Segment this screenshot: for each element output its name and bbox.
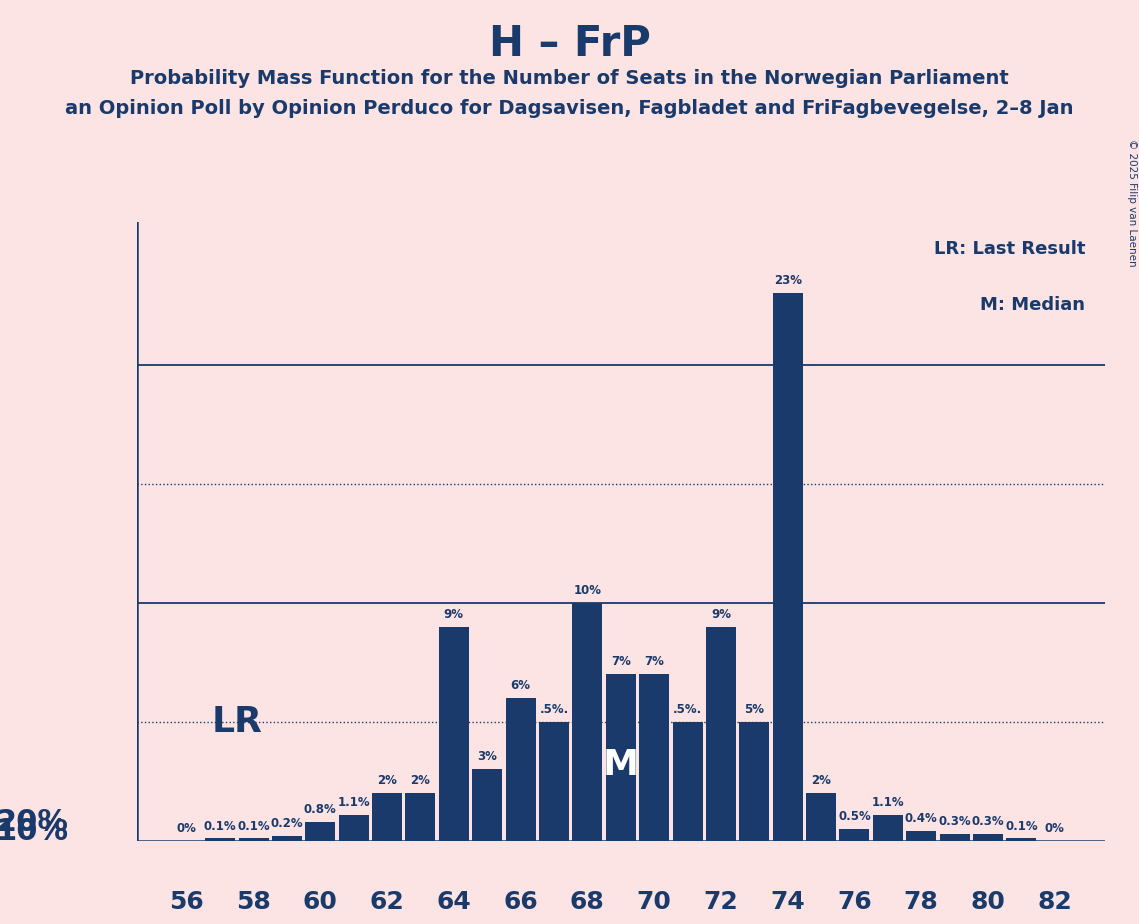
Bar — [940, 833, 969, 841]
Bar — [839, 829, 869, 841]
Text: an Opinion Poll by Opinion Perduco for Dagsavisen, Fagbladet and FriFagbevegelse: an Opinion Poll by Opinion Perduco for D… — [65, 99, 1074, 118]
Bar — [272, 836, 302, 841]
Text: 0%: 0% — [1044, 821, 1065, 835]
Bar — [806, 793, 836, 841]
Text: 56: 56 — [170, 891, 204, 915]
Bar — [639, 675, 669, 841]
Text: 0.1%: 0.1% — [237, 820, 270, 833]
Bar — [973, 833, 1003, 841]
Text: 1.1%: 1.1% — [871, 796, 904, 808]
Text: © 2025 Filip van Laenen: © 2025 Filip van Laenen — [1126, 139, 1137, 266]
Text: 0%: 0% — [177, 821, 197, 835]
Bar — [473, 770, 502, 841]
Text: 2%: 2% — [811, 774, 831, 787]
Text: 3%: 3% — [477, 750, 497, 763]
Text: 0.1%: 0.1% — [1005, 820, 1038, 833]
Text: 9%: 9% — [444, 608, 464, 621]
Bar — [372, 793, 402, 841]
Text: 10%: 10% — [573, 584, 601, 597]
Text: 1.1%: 1.1% — [337, 796, 370, 808]
Bar — [1007, 838, 1036, 841]
Bar — [539, 722, 570, 841]
Bar — [872, 815, 903, 841]
Text: 0.3%: 0.3% — [939, 815, 970, 828]
Bar — [238, 838, 269, 841]
Text: M: Median: M: Median — [981, 296, 1085, 314]
Text: 7%: 7% — [645, 655, 664, 668]
Text: 5%: 5% — [744, 703, 764, 716]
Text: 20%: 20% — [0, 808, 69, 837]
Text: .5%.: .5%. — [540, 703, 568, 716]
Text: 58: 58 — [236, 891, 271, 915]
Text: 0.4%: 0.4% — [904, 812, 937, 825]
Bar — [706, 626, 736, 841]
Text: 68: 68 — [570, 891, 605, 915]
Text: 9%: 9% — [711, 608, 731, 621]
Text: 2%: 2% — [410, 774, 431, 787]
Bar — [573, 602, 603, 841]
Bar — [739, 722, 769, 841]
Text: 64: 64 — [436, 891, 472, 915]
Text: 82: 82 — [1038, 891, 1072, 915]
Text: 23%: 23% — [773, 274, 802, 287]
Text: 0.5%: 0.5% — [838, 810, 871, 823]
Text: 7%: 7% — [611, 655, 631, 668]
Bar — [606, 675, 636, 841]
Bar — [907, 832, 936, 841]
Text: 6%: 6% — [510, 679, 531, 692]
Text: 76: 76 — [837, 891, 871, 915]
Text: LR: LR — [212, 705, 262, 739]
Text: 80: 80 — [970, 891, 1006, 915]
Text: 0.2%: 0.2% — [271, 817, 303, 830]
Bar — [338, 815, 369, 841]
Text: 78: 78 — [904, 891, 939, 915]
Text: 70: 70 — [637, 891, 672, 915]
Bar — [405, 793, 435, 841]
Bar — [205, 838, 235, 841]
Text: 74: 74 — [770, 891, 805, 915]
Text: 72: 72 — [704, 891, 738, 915]
Bar — [506, 698, 535, 841]
Text: 10%: 10% — [0, 817, 69, 846]
Text: LR: Last Result: LR: Last Result — [934, 240, 1085, 259]
Text: M: M — [603, 748, 639, 782]
Text: 66: 66 — [503, 891, 538, 915]
Bar — [439, 626, 469, 841]
Text: 60: 60 — [303, 891, 338, 915]
Text: 0.3%: 0.3% — [972, 815, 1005, 828]
Text: .5%.: .5%. — [673, 703, 702, 716]
Text: 0.1%: 0.1% — [204, 820, 237, 833]
Text: H – FrP: H – FrP — [489, 23, 650, 65]
Text: 62: 62 — [370, 891, 404, 915]
Text: 0.8%: 0.8% — [304, 803, 337, 816]
Bar — [672, 722, 703, 841]
Text: 2%: 2% — [377, 774, 398, 787]
Bar — [305, 821, 335, 841]
Bar — [772, 293, 803, 841]
Text: Probability Mass Function for the Number of Seats in the Norwegian Parliament: Probability Mass Function for the Number… — [130, 69, 1009, 89]
